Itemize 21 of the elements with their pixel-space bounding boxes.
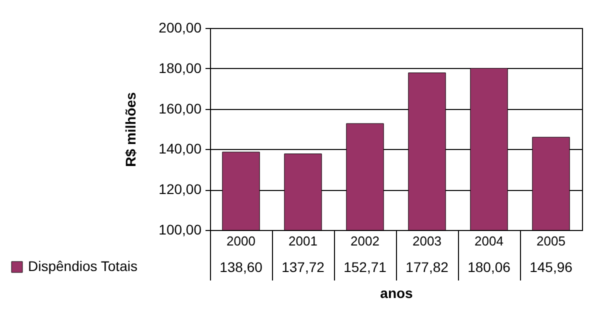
text: 145,96 <box>530 259 572 275</box>
y-tick-label: 140,00 <box>158 140 202 157</box>
text: 137,72 <box>282 259 324 275</box>
x-tick-label: 2005 <box>536 234 566 248</box>
text: 138,60 <box>220 259 262 275</box>
text: 177,82 <box>406 259 448 275</box>
y-tick-label: 120,00 <box>158 181 202 198</box>
x-tick-label: 2000 <box>226 234 256 248</box>
y-tick-label: 200,00 <box>158 20 202 36</box>
text: 152,71 <box>344 259 386 275</box>
y-tick-label: 160,00 <box>158 100 202 116</box>
y-tick-label: 180,00 <box>158 60 202 76</box>
x-axis-title: anos <box>380 285 414 301</box>
x-tick-label: 2003 <box>412 234 442 248</box>
legend-label: Dispêndios Totais <box>28 258 138 274</box>
text: 180,06 <box>468 259 510 275</box>
x-tick-label: 2004 <box>474 234 504 248</box>
y-tick-label: 100,00 <box>158 222 202 238</box>
x-tick-label: 2002 <box>350 234 380 248</box>
x-tick-label: 2001 <box>288 234 318 248</box>
y-axis-title: R$ milhões <box>122 92 139 167</box>
